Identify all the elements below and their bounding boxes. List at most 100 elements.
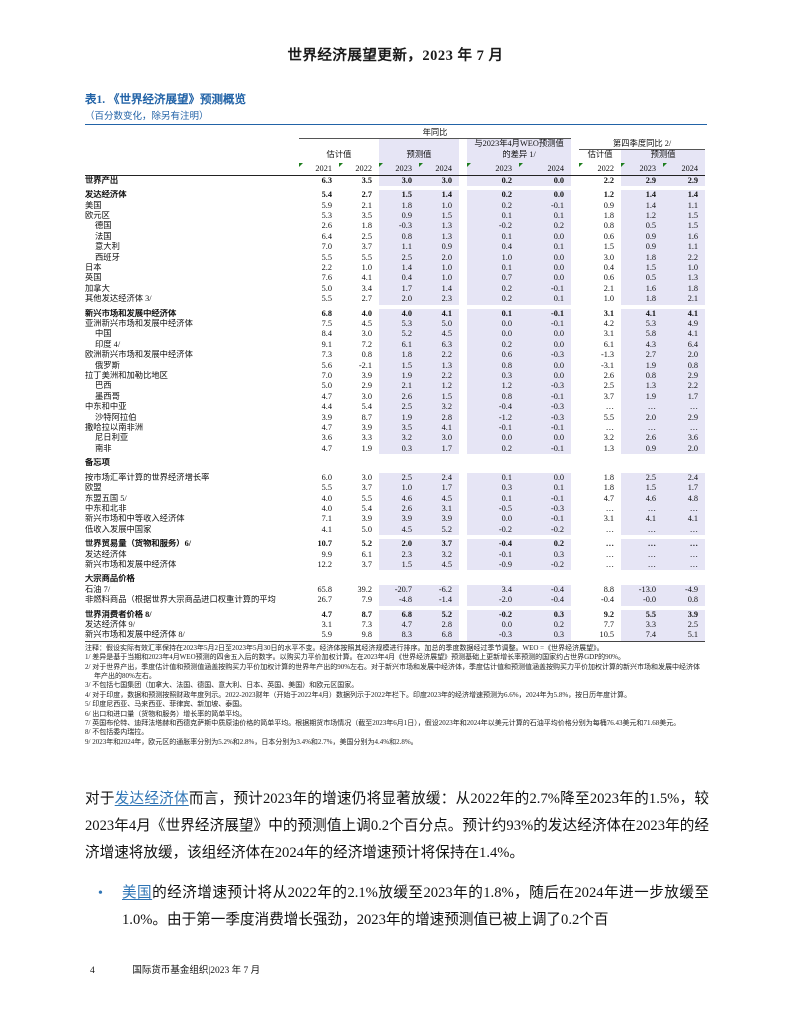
table-cell: 5.8 (645, 329, 657, 339)
row-label: 法国 (95, 231, 112, 241)
table-cell: 12.2 (317, 559, 332, 569)
table-cell: 5.5 (603, 412, 615, 422)
table-row: 其他发达经济体 3/5.5 2.7 2.0 2.3 0.2 0.1 1.0 1.8 2.1 (85, 294, 705, 304)
table-cell: 0.2 (553, 539, 565, 549)
table-cell (571, 263, 579, 273)
table-cell: 0.3 (401, 443, 412, 453)
table-cell: 5.1 (687, 630, 699, 640)
table-cell (571, 160, 580, 176)
table-cell: 7.5 (321, 319, 332, 328)
table-cell: 1.4 (441, 190, 452, 200)
table-cell: 5.3 (645, 319, 657, 328)
table-cell: 1.0 (501, 252, 512, 262)
table-cell: 2.6 (401, 391, 412, 401)
table-cell: 2.6 (603, 371, 615, 381)
table-cell (571, 253, 579, 263)
table-cell: 3.3 (645, 619, 657, 629)
row-label: 中国 (95, 329, 112, 339)
table-row: 新兴市场和发展中经济体 8/5.9 9.8 8.3 6.8 -0.3 0.3 10.5 7.4… (85, 630, 705, 640)
united-states-link[interactable]: 美国 (122, 885, 153, 901)
table-cell: 1.5 (645, 262, 657, 272)
table-cell: -0.1 (550, 283, 565, 293)
table-cell: 3.1 (603, 308, 615, 318)
table-cell: … (605, 402, 615, 412)
table-cell (459, 175, 467, 186)
table-cell: 1.8 (687, 283, 699, 293)
table-row: 日本 2.2 1.0 1.4 1.0 0.1 0.0 0.4 1.5 1.0 (85, 263, 705, 273)
row-label: 撒哈拉以南非洲 (85, 423, 144, 433)
table-row: 欧洲新兴市场和发展中经济体 7.3 0.8 1.8 2.2 0.6 -0.3 -1.3 2.7 2… (85, 350, 705, 360)
table-cell: 8.7 (361, 609, 372, 619)
table-cell: 1.7 (687, 391, 699, 401)
table-cell: -2.1 (358, 360, 372, 370)
table-cell: 2.6 (321, 221, 332, 231)
table-cell: 0.4 (603, 262, 615, 272)
table-cell: 1.8 (401, 350, 412, 360)
table-cell: 5.5 (321, 252, 332, 262)
table-cell (459, 263, 467, 273)
table-cell: 1.4 (401, 262, 412, 272)
table-cell: -0.4 (600, 595, 615, 605)
table-row: 尼日利亚 3.6 3.3 3.2 3.0 0.0 0.0 3.2 2.6 3.6 (85, 433, 705, 443)
table-cell (571, 201, 579, 211)
table-row: 中东和北非 4.0 5.4 2.6 3.1 -0.5 -0.3……… (85, 504, 705, 514)
table-cell (571, 340, 579, 350)
table-cell: … (647, 503, 657, 513)
row-label: 德国 (95, 221, 112, 231)
table-cell: 1.8 (361, 221, 372, 231)
table-cell: 4.4 (321, 402, 332, 412)
table-cell: 4.1 (687, 329, 699, 339)
table-cell: 1.5 (603, 242, 615, 252)
row-label: 意大利 (95, 242, 120, 252)
table-cell: 0.0 (553, 339, 565, 349)
page-footer: 4 国际货币基金组织|2023 年 7 月 (90, 962, 260, 976)
table-cell (459, 504, 467, 514)
table-cell (571, 371, 579, 381)
table-cell: 4.5 (441, 493, 452, 503)
table-cell: 3.9 (361, 371, 372, 381)
table-row: 新兴市场和中等收入经济体 7.1 3.9 3.9 3.9 0.0 -0.1 3.1 4.1 4.1 (85, 514, 705, 524)
table-cell (571, 402, 579, 412)
flag-icon (339, 162, 343, 167)
table-cell: 3.0 (603, 252, 615, 262)
table-cell (571, 284, 579, 294)
table-cell: 4.1 (361, 273, 372, 283)
table-cell: 7.4 (645, 630, 657, 640)
table-cell: 0.2 (501, 339, 512, 349)
row-label: 中东和中亚 (85, 402, 127, 412)
table-cell (571, 423, 579, 433)
flag-icon (621, 162, 626, 167)
row-label: 俄罗斯 (95, 360, 120, 370)
table-note-6: 6/ 出口和进口量（货物和服务）增长率的简单平均。 (85, 709, 247, 718)
year-header: 2022 (579, 160, 622, 176)
row-label: 备忘项 (85, 458, 110, 468)
table-row: 大宗商品价格 (85, 574, 705, 584)
row-label: 加拿大 (85, 283, 110, 293)
table-cell (571, 444, 579, 454)
table-cell: 7.2 (361, 339, 372, 349)
table-cell: 1.1 (687, 242, 699, 252)
table-notes: 注释：假设实际有效汇率保持在2023年5月2日至2023年5月30日的水平不变。… (85, 644, 705, 747)
table-cell: -1.3 (600, 350, 615, 360)
table-cell: 6.1 (361, 549, 372, 559)
table-cell: 2.0 (687, 443, 699, 453)
table-row: 新兴市场和发展中经济体 6.8 4.0 4.0 4.1 0.1 -0.1 3.1 4.1 4.1 (85, 309, 705, 319)
table-cell: 6.0 (321, 472, 332, 482)
table-cell: 3.2 (401, 433, 412, 443)
table-cell: 8.3 (401, 630, 412, 640)
table-cell: 0.5 (645, 273, 657, 283)
table-cell: 0.0 (553, 329, 565, 339)
table-row: 沙特阿拉伯 3.9 8.7 1.9 2.8 -1.2 -0.3 5.5 2.0 2.9 (85, 413, 705, 423)
table-cell: 5.0 (441, 319, 452, 328)
table-cell: -0.4 (550, 595, 565, 605)
advanced-economies-link[interactable]: 发达经济体 (114, 791, 189, 807)
table-cell: 0.1 (501, 493, 512, 503)
table-cell: 4.1 (321, 524, 332, 534)
table-row: 世界产出 6.3 3.5 3.0 3.0 0.2 0.0 2.2 2.9 2.9 (85, 175, 705, 186)
table-cell (459, 190, 467, 200)
year-header: 2023 (621, 160, 664, 176)
table-cell: 4.8 (687, 493, 699, 503)
table-cell (571, 221, 579, 231)
table-cell: 9.1 (321, 339, 332, 349)
row-label: 低收入发展中国家 (85, 524, 152, 534)
